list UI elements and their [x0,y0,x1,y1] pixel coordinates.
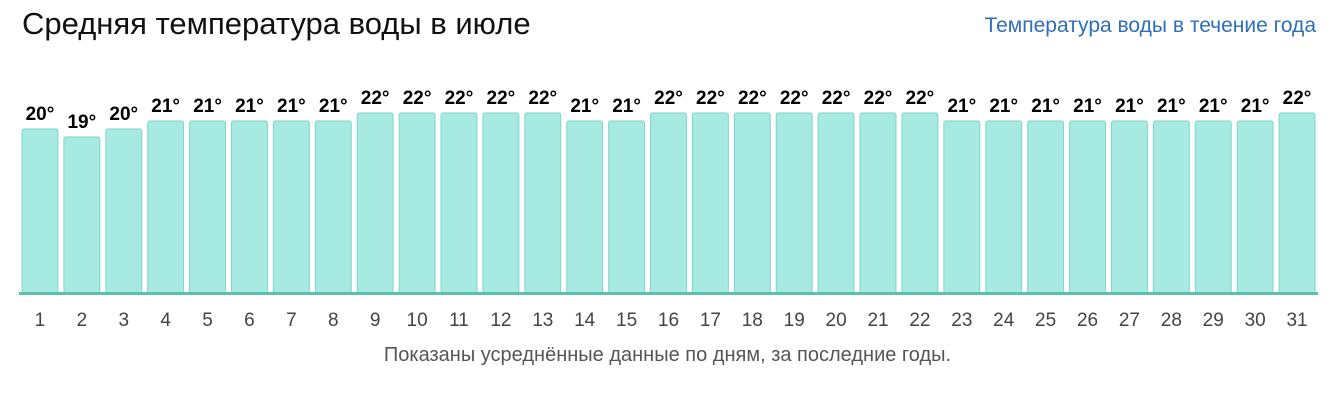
day-label-5: 5 [202,310,213,331]
value-label-day-2: 19° [67,112,96,133]
value-label-day-17: 22° [696,88,725,109]
value-label-day-9: 22° [361,88,390,109]
value-label-day-4: 21° [151,96,180,117]
day-label-6: 6 [244,310,255,331]
value-label-day-20: 22° [822,88,851,109]
bar-day-27 [1110,120,1148,294]
value-label-day-8: 21° [319,96,348,117]
value-label-day-3: 20° [109,104,138,125]
day-label-17: 17 [700,310,721,331]
day-label-31: 31 [1286,310,1307,331]
day-label-18: 18 [742,310,763,331]
value-label-day-7: 21° [277,96,306,117]
chart-footnote: Показаны усреднённые данные по дням, за … [383,344,952,366]
bar-day-25 [1027,120,1065,294]
bar-day-7 [272,120,310,294]
bar-day-14 [566,120,604,294]
bar-day-6 [231,120,268,294]
value-label-day-5: 21° [193,96,222,117]
bar-day-12 [482,112,520,294]
day-label-12: 12 [490,310,511,331]
value-label-day-24: 21° [989,96,1018,117]
value-label-day-1: 20° [26,104,55,125]
bar-day-21 [859,112,897,294]
bar-day-28 [1152,120,1190,294]
bar-day-5 [189,120,227,294]
value-label-day-13: 22° [528,88,557,109]
day-label-29: 29 [1203,310,1224,331]
day-label-7: 7 [286,310,297,331]
day-label-15: 15 [616,310,637,331]
value-label-day-28: 21° [1157,96,1186,117]
value-label-day-29: 21° [1199,96,1228,117]
value-label-day-30: 21° [1241,96,1270,117]
page-title: Средняя температура воды в июле [22,6,531,41]
day-label-10: 10 [407,310,428,331]
day-label-16: 16 [658,310,679,331]
value-label-day-6: 21° [235,96,264,117]
bar-day-22 [901,112,939,294]
value-label-day-22: 22° [906,88,935,109]
value-label-day-14: 21° [570,96,599,117]
bar-day-2 [63,136,101,294]
day-label-1: 1 [35,310,46,331]
value-label-day-31: 22° [1283,88,1312,109]
value-label-day-18: 22° [738,88,767,109]
bar-day-26 [1069,120,1106,294]
value-label-day-10: 22° [403,88,432,109]
bar-day-13 [524,112,562,294]
bar-day-30 [1236,120,1274,294]
bar-day-16 [650,112,687,294]
value-label-day-16: 22° [654,88,683,109]
day-label-23: 23 [951,310,972,331]
bar-day-31 [1278,112,1316,294]
value-label-day-23: 21° [947,96,976,117]
bar-day-18 [733,112,771,294]
july-water-temperature-chart: 20° 1 19° 2 20° 3 21° 4 21° 5 21° 6 21° 7 21° 8 22° 9 22° 1… [19,88,1318,331]
day-label-4: 4 [160,310,171,331]
value-label-day-12: 22° [487,88,516,109]
bar-day-1 [21,128,59,294]
year-temperature-link[interactable]: Температура воды в течение года [984,14,1316,37]
day-label-9: 9 [370,310,381,331]
bar-day-3 [105,128,143,294]
day-label-3: 3 [118,310,129,331]
value-label-day-27: 21° [1115,96,1144,117]
bar-day-11 [440,112,478,294]
day-label-27: 27 [1119,310,1140,331]
day-label-22: 22 [909,310,930,331]
value-label-day-19: 22° [780,88,809,109]
bar-day-15 [608,120,646,294]
value-label-day-15: 21° [612,96,641,117]
value-label-day-26: 21° [1073,96,1102,117]
bar-day-10 [398,112,436,294]
bar-day-8 [314,120,352,294]
bar-day-23 [943,120,981,294]
chart-baseline [19,292,1318,295]
day-label-21: 21 [867,310,888,331]
day-label-13: 13 [532,310,553,331]
bar-day-19 [775,112,813,294]
value-label-day-11: 22° [445,88,474,109]
bar-day-9 [356,112,394,294]
bar-day-4 [147,120,185,294]
day-label-26: 26 [1077,310,1098,331]
bar-day-17 [691,112,729,294]
bar-day-29 [1194,120,1232,294]
day-label-20: 20 [826,310,847,331]
day-label-30: 30 [1245,310,1266,331]
day-label-28: 28 [1161,310,1182,331]
day-label-11: 11 [449,310,469,331]
day-label-25: 25 [1035,310,1056,331]
day-label-8: 8 [328,310,339,331]
bar-day-20 [817,112,855,294]
value-label-day-25: 21° [1031,96,1060,117]
day-label-24: 24 [993,310,1015,331]
bar-day-24 [985,120,1023,294]
day-label-19: 19 [784,310,805,331]
day-label-14: 14 [574,310,596,331]
day-label-2: 2 [77,310,88,331]
value-label-day-21: 22° [864,88,893,109]
